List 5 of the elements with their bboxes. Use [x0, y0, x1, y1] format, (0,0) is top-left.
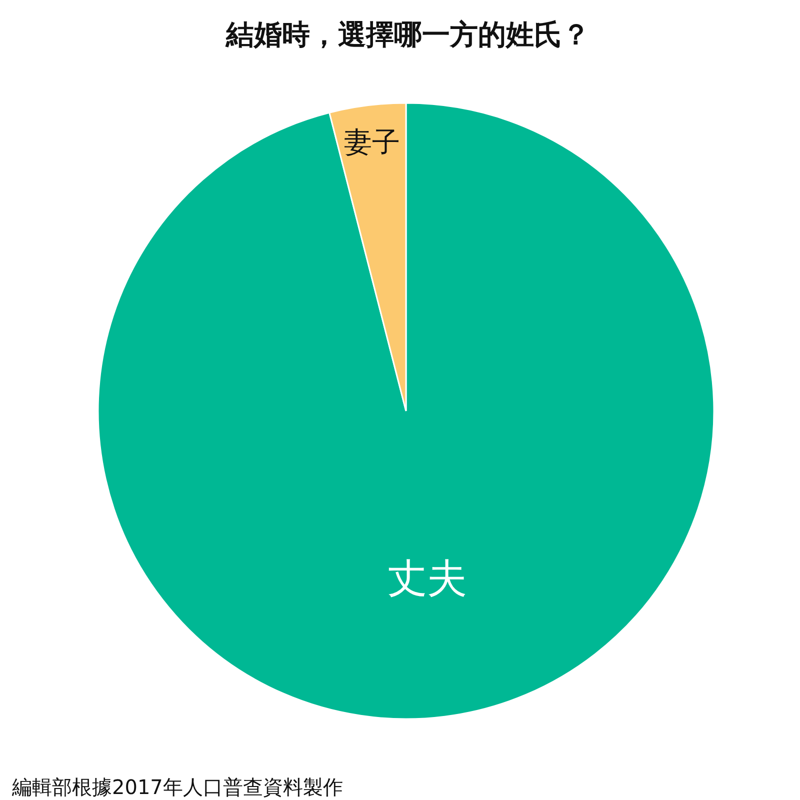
slice-label: 妻子 — [344, 126, 400, 159]
slice-label: 丈夫 — [387, 556, 468, 602]
chart-title: 結婚時，選擇哪一方的姓氏？ — [225, 18, 590, 51]
text: 編輯部根據2017年人口普查資料製作 — [11, 775, 343, 799]
pie-slice — [97, 102, 715, 720]
